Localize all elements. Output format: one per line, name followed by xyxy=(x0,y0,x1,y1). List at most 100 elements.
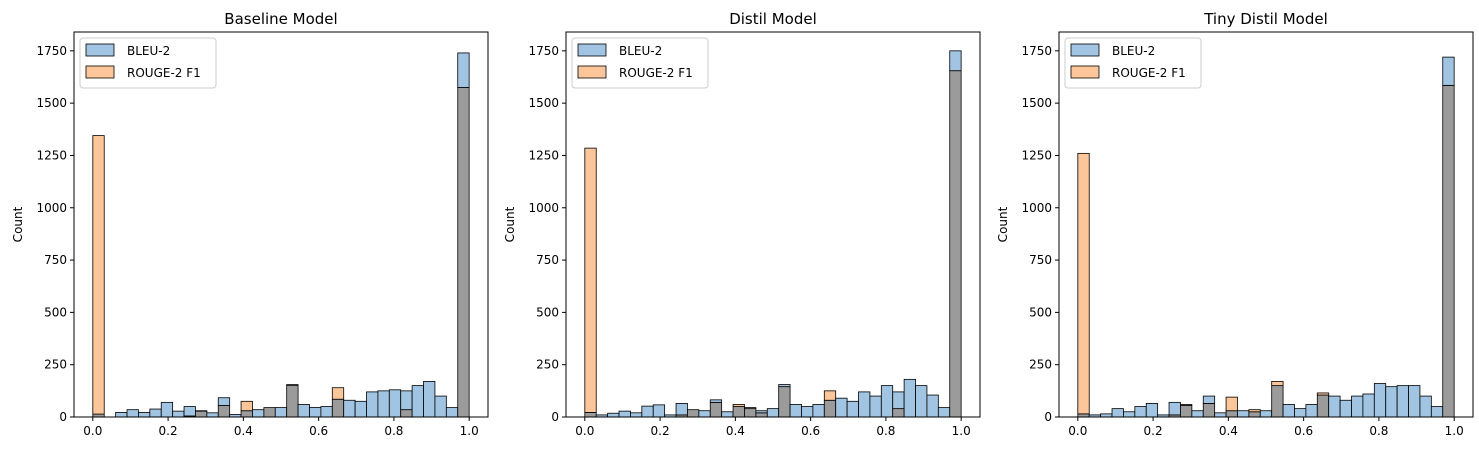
bar-bleu-2 xyxy=(1237,410,1250,418)
bar-bleu-2 xyxy=(1419,395,1432,418)
bar-bleu-2 xyxy=(217,397,231,406)
bars xyxy=(584,50,962,418)
y-tick-label: 1500 xyxy=(36,96,67,110)
bar-bleu-2 xyxy=(698,410,711,418)
bar-bleu-2 xyxy=(812,404,825,418)
bar-bleu-2 xyxy=(755,410,768,414)
bar-bleu-2 xyxy=(641,405,654,418)
y-tick-label: 1750 xyxy=(1021,44,1052,58)
bar-bleu-2 xyxy=(721,411,734,418)
bar-bleu-2 xyxy=(309,406,322,418)
bar-overlap xyxy=(263,407,276,418)
bar-bleu-2 xyxy=(652,404,666,418)
bar-bleu-2 xyxy=(388,389,402,418)
bar-overlap xyxy=(892,408,905,418)
bar-overlap xyxy=(709,401,723,418)
bar-bleu-2 xyxy=(274,407,288,418)
x-tick-label: 0.8 xyxy=(384,424,403,438)
bar-bleu-2 xyxy=(789,404,802,418)
bar-bleu-2 xyxy=(949,50,962,72)
bar-bleu-2 xyxy=(1396,385,1409,418)
bar-bleu-2 xyxy=(1442,56,1455,86)
bar-bleu-2 xyxy=(1168,401,1181,416)
x-tick-label: 0.6 xyxy=(801,424,820,438)
x-tick-label: 0.6 xyxy=(309,424,328,438)
y-tick-label: 250 xyxy=(1029,358,1052,372)
bar-bleu-2 xyxy=(1123,411,1136,418)
x-tick-label: 0.0 xyxy=(83,424,102,438)
bar-overlap xyxy=(1248,411,1261,418)
bar-bleu-2 xyxy=(1259,410,1273,418)
bar-overlap xyxy=(1225,410,1238,418)
bar-bleu-2 xyxy=(915,385,928,418)
bar-rouge-2-f1 xyxy=(286,384,299,387)
bar-bleu-2 xyxy=(1145,402,1159,418)
bar-bleu-2 xyxy=(1305,404,1318,418)
legend-label: BLEU-2 xyxy=(619,44,662,58)
axes-frame xyxy=(565,31,981,418)
y-tick-label: 1000 xyxy=(1021,201,1052,215)
y-tick-label: 0 xyxy=(59,410,67,424)
chart-title: Tiny Distil Model xyxy=(1203,10,1328,28)
bar-bleu-2 xyxy=(778,384,791,388)
bar-bleu-2 xyxy=(411,385,424,418)
y-tick-label: 1250 xyxy=(36,148,67,162)
bar-bleu-2 xyxy=(892,391,905,410)
y-tick-label: 500 xyxy=(536,305,559,319)
y-tick-label: 1250 xyxy=(528,148,559,162)
bar-rouge-2-f1 xyxy=(240,400,253,412)
bar-bleu-2 xyxy=(1134,406,1147,418)
x-tick-label: 0.8 xyxy=(876,424,895,438)
bar-rouge-2-f1 xyxy=(823,390,837,401)
y-tick-label: 1750 xyxy=(36,44,67,58)
bar-bleu-2 xyxy=(354,400,367,418)
chart-panel-1: Baseline Model Count 0.0 0.2 0.4 0.6 0.8 1.0 0 25… xyxy=(11,10,489,438)
bar-rouge-2-f1 xyxy=(92,135,105,415)
bar-bleu-2 xyxy=(1408,385,1421,418)
legend-swatch xyxy=(85,65,115,79)
x-tick-label: 1.0 xyxy=(952,424,971,438)
x-tick-label: 1.0 xyxy=(460,424,479,438)
legend-label: ROUGE-2 F1 xyxy=(1112,66,1186,80)
bar-bleu-2 xyxy=(869,395,882,418)
legend-swatch xyxy=(577,43,607,57)
bar-overlap xyxy=(286,385,299,418)
bar-bleu-2 xyxy=(1111,408,1124,418)
x-tick-label: 0.0 xyxy=(1068,424,1087,438)
bar-overlap xyxy=(1271,385,1284,418)
bar-overlap xyxy=(755,412,768,418)
bar-overlap xyxy=(400,409,413,418)
y-tick-label: 1000 xyxy=(528,201,559,215)
legend-label: BLEU-2 xyxy=(127,44,170,58)
bar-rouge-2-f1 xyxy=(1180,404,1193,406)
y-tick-label: 1500 xyxy=(1021,96,1052,110)
bar-bleu-2 xyxy=(366,391,379,418)
bar-bleu-2 xyxy=(1362,393,1375,418)
bar-rouge-2-f1 xyxy=(732,404,745,407)
x-tick-label: 0.2 xyxy=(159,424,178,438)
y-axis-label: Count xyxy=(11,206,25,242)
bars xyxy=(92,52,470,418)
bar-bleu-2 xyxy=(1294,408,1307,418)
bar-overlap xyxy=(195,410,208,418)
bar-rouge-2-f1 xyxy=(744,407,757,410)
axes-frame xyxy=(1058,31,1474,418)
bar-overlap xyxy=(1316,394,1330,418)
y-tick-label: 750 xyxy=(536,253,559,267)
bar-overlap xyxy=(240,410,253,418)
bar-bleu-2 xyxy=(1202,395,1216,404)
bar-overlap xyxy=(1442,84,1455,418)
bar-bleu-2 xyxy=(607,412,620,418)
y-tick-label: 1250 xyxy=(1021,148,1052,162)
bar-bleu-2 xyxy=(858,391,871,418)
x-tick-label: 0.4 xyxy=(726,424,745,438)
bar-overlap xyxy=(687,409,700,418)
bar-bleu-2 xyxy=(343,399,356,418)
bar-bleu-2 xyxy=(1214,412,1227,418)
bar-bleu-2 xyxy=(206,412,219,418)
bar-rouge-2-f1 xyxy=(584,147,597,413)
legend-label: ROUGE-2 F1 xyxy=(127,66,201,80)
bar-bleu-2 xyxy=(457,52,470,88)
y-tick-label: 750 xyxy=(1029,253,1052,267)
